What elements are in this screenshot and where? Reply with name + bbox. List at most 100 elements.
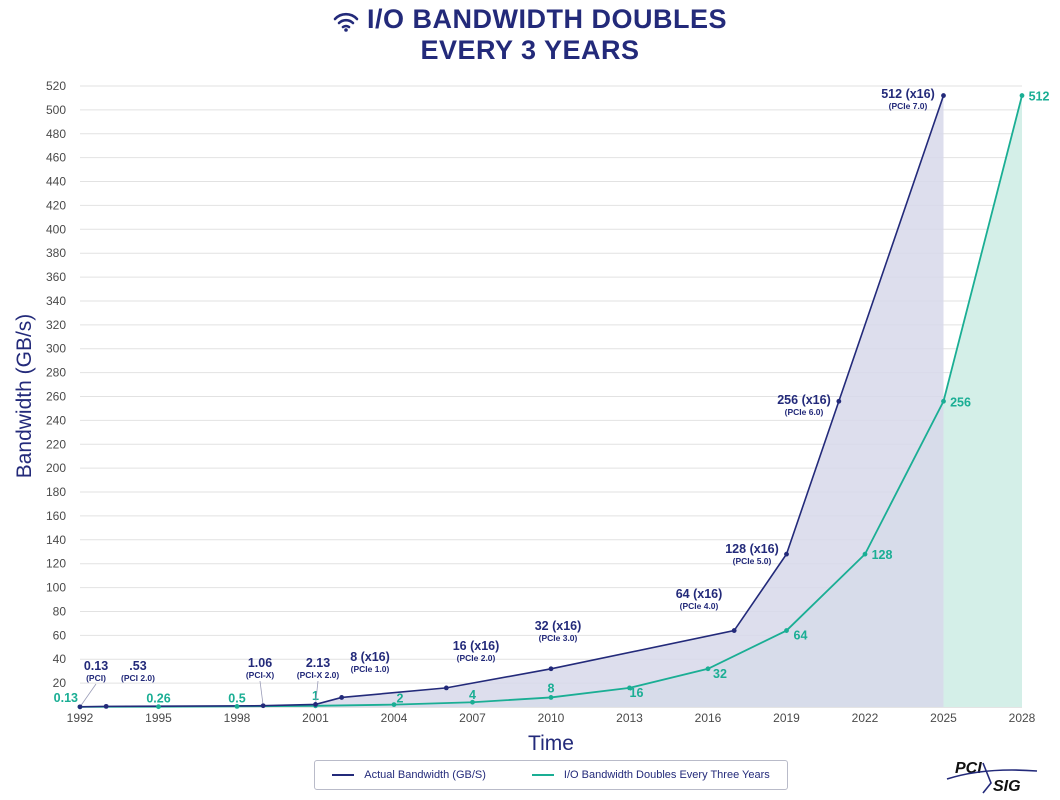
actual-data-label: 1.06 bbox=[248, 656, 272, 670]
actual-data-sublabel: (PCI) bbox=[86, 673, 106, 683]
projection-point bbox=[784, 628, 789, 633]
y-tick-label: 160 bbox=[46, 509, 66, 523]
actual-data-sublabel: (PCIe 2.0) bbox=[457, 653, 496, 663]
x-tick-label: 2013 bbox=[616, 711, 643, 725]
y-tick-label: 140 bbox=[46, 533, 66, 547]
y-tick-label: 40 bbox=[53, 652, 67, 666]
actual-data-sublabel: (PCIe 1.0) bbox=[351, 664, 390, 674]
projection-data-label: 1 bbox=[312, 689, 319, 703]
y-tick-label: 340 bbox=[46, 294, 66, 308]
actual-data-sublabel: (PCI 2.0) bbox=[121, 673, 155, 683]
projection-point bbox=[1019, 93, 1025, 98]
wifi-icon bbox=[333, 12, 359, 32]
x-tick-label: 1992 bbox=[67, 711, 94, 725]
y-tick-label: 460 bbox=[46, 151, 66, 165]
y-tick-label: 320 bbox=[46, 318, 66, 332]
chart-title-line-1: I/O BANDWIDTH DOUBLES bbox=[0, 4, 1060, 35]
chart-title-line-2: EVERY 3 YEARS bbox=[420, 35, 640, 65]
y-tick-label: 440 bbox=[46, 175, 66, 189]
actual-data-sublabel: (PCIe 6.0) bbox=[785, 407, 824, 417]
legend-item-actual[interactable]: Actual Bandwidth (GB/S) bbox=[332, 769, 486, 781]
projection-data-label: 4 bbox=[469, 688, 476, 702]
actual-leader-line bbox=[315, 680, 319, 705]
y-axis-label: Bandwidth (GB/s) bbox=[13, 314, 36, 479]
projection-point bbox=[941, 398, 946, 404]
actual-data-label: .53 bbox=[129, 659, 146, 673]
projection-data-label: 0.5 bbox=[228, 691, 245, 705]
actual-point bbox=[836, 398, 842, 404]
projection-point bbox=[156, 704, 161, 710]
x-tick-label: 2004 bbox=[381, 711, 408, 725]
y-tick-label: 280 bbox=[46, 366, 66, 380]
chart-title: I/O BANDWIDTH DOUBLES EVERY 3 YEARS bbox=[0, 4, 1060, 66]
projection-data-label: 256 bbox=[950, 395, 971, 409]
actual-data-sublabel: (PCI-X 2.0) bbox=[297, 670, 340, 680]
projection-data-label: 16 bbox=[630, 686, 644, 700]
actual-point bbox=[260, 703, 266, 709]
actual-point bbox=[313, 702, 318, 707]
actual-data-label: 2.13 bbox=[306, 656, 330, 670]
x-tick-label: 2022 bbox=[852, 711, 879, 725]
legend-label-actual: Actual Bandwidth (GB/S) bbox=[364, 769, 486, 781]
y-tick-label: 220 bbox=[46, 437, 66, 451]
y-tick-label: 520 bbox=[46, 79, 66, 93]
y-tick-label: 60 bbox=[53, 628, 67, 642]
x-tick-label: 2019 bbox=[773, 711, 800, 725]
actual-leader-line bbox=[79, 683, 97, 708]
y-tick-label: 260 bbox=[46, 390, 66, 404]
pci-sig-logo: PCI SIG bbox=[946, 760, 1038, 795]
actual-point bbox=[339, 695, 345, 700]
projection-point bbox=[862, 551, 868, 557]
chart-title-text-1: I/O BANDWIDTH DOUBLES bbox=[367, 4, 727, 34]
chart-legend: Actual Bandwidth (GB/S) I/O Bandwidth Do… bbox=[314, 760, 788, 790]
projection-data-label: 2 bbox=[397, 692, 404, 706]
area-actual bbox=[80, 95, 944, 708]
legend-item-projection[interactable]: I/O Bandwidth Doubles Every Three Years bbox=[531, 769, 770, 781]
x-tick-label: 2028 bbox=[1009, 711, 1036, 725]
legend-swatch-actual bbox=[332, 774, 355, 776]
x-axis-label: Time bbox=[528, 732, 574, 755]
y-tick-label: 240 bbox=[46, 413, 66, 427]
legend-swatch-projection bbox=[531, 774, 554, 776]
y-tick-label: 200 bbox=[46, 461, 66, 475]
y-tick-label: 180 bbox=[46, 485, 66, 499]
actual-data-label: 0.13 bbox=[84, 659, 108, 673]
actual-point bbox=[77, 704, 83, 710]
legend-label-projection: I/O Bandwidth Doubles Every Three Years bbox=[563, 769, 770, 781]
actual-point bbox=[443, 685, 449, 691]
y-tick-label: 360 bbox=[46, 270, 66, 284]
y-tick-label: 480 bbox=[46, 127, 66, 141]
actual-leader-line bbox=[259, 680, 264, 706]
y-tick-label: 420 bbox=[46, 198, 66, 212]
projection-data-label: 32 bbox=[713, 667, 727, 681]
y-tick-label: 20 bbox=[53, 676, 67, 690]
x-tick-label: 1995 bbox=[145, 711, 172, 725]
y-tick-label: 120 bbox=[46, 557, 66, 571]
projection-data-label: 8 bbox=[548, 681, 555, 695]
x-tick-label: 1998 bbox=[224, 711, 251, 725]
logo-text-bottom: SIG bbox=[993, 778, 1021, 795]
actual-data-label: 256 (x16) bbox=[777, 393, 831, 407]
projection-point bbox=[391, 702, 397, 708]
projection-data-label: 64 bbox=[794, 629, 808, 643]
actual-point bbox=[731, 628, 737, 633]
y-tick-label: 500 bbox=[46, 103, 66, 117]
actual-data-sublabel: (PCIe 7.0) bbox=[889, 101, 928, 111]
projection-point bbox=[234, 704, 240, 709]
actual-data-label: 512 (x16) bbox=[881, 87, 935, 101]
projection-data-label: 128 bbox=[872, 548, 893, 562]
y-tick-label: 300 bbox=[46, 342, 66, 356]
projection-data-label: 0.26 bbox=[146, 692, 170, 706]
actual-data-label: 16 (x16) bbox=[453, 639, 500, 653]
y-tick-label: 100 bbox=[46, 581, 66, 595]
projection-data-label: 512 bbox=[1029, 90, 1050, 104]
actual-point bbox=[103, 703, 109, 709]
actual-data-label: 32 (x16) bbox=[535, 619, 582, 633]
actual-data-label: 128 (x16) bbox=[725, 542, 779, 556]
projection-point bbox=[627, 685, 632, 691]
actual-point bbox=[548, 666, 554, 672]
x-tick-label: 2016 bbox=[695, 711, 722, 725]
y-tick-label: 80 bbox=[53, 604, 67, 618]
projection-point bbox=[705, 666, 711, 672]
